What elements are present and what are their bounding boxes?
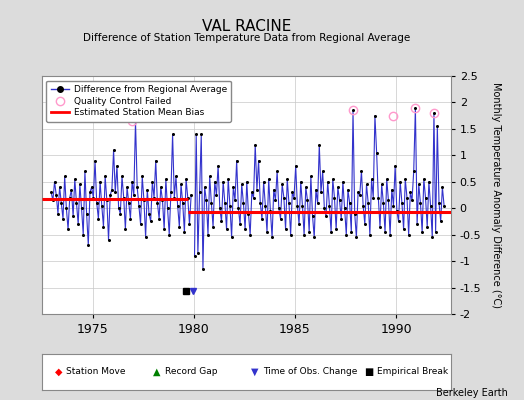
Text: ■: ■ bbox=[364, 367, 374, 377]
Text: Difference of Station Temperature Data from Regional Average: Difference of Station Temperature Data f… bbox=[83, 33, 410, 43]
Text: Berkeley Earth: Berkeley Earth bbox=[436, 388, 508, 398]
Y-axis label: Monthly Temperature Anomaly Difference (°C): Monthly Temperature Anomaly Difference (… bbox=[491, 82, 501, 308]
Text: Station Move: Station Move bbox=[67, 368, 126, 376]
Legend: Difference from Regional Average, Quality Control Failed, Estimated Station Mean: Difference from Regional Average, Qualit… bbox=[47, 80, 231, 122]
Text: Empirical Break: Empirical Break bbox=[377, 368, 448, 376]
Text: ▲: ▲ bbox=[152, 367, 160, 377]
Text: Record Gap: Record Gap bbox=[165, 368, 217, 376]
Text: VAL RACINE: VAL RACINE bbox=[202, 19, 291, 34]
Text: Time of Obs. Change: Time of Obs. Change bbox=[263, 368, 357, 376]
Text: ▼: ▼ bbox=[250, 367, 258, 377]
Text: ◆: ◆ bbox=[54, 367, 62, 377]
